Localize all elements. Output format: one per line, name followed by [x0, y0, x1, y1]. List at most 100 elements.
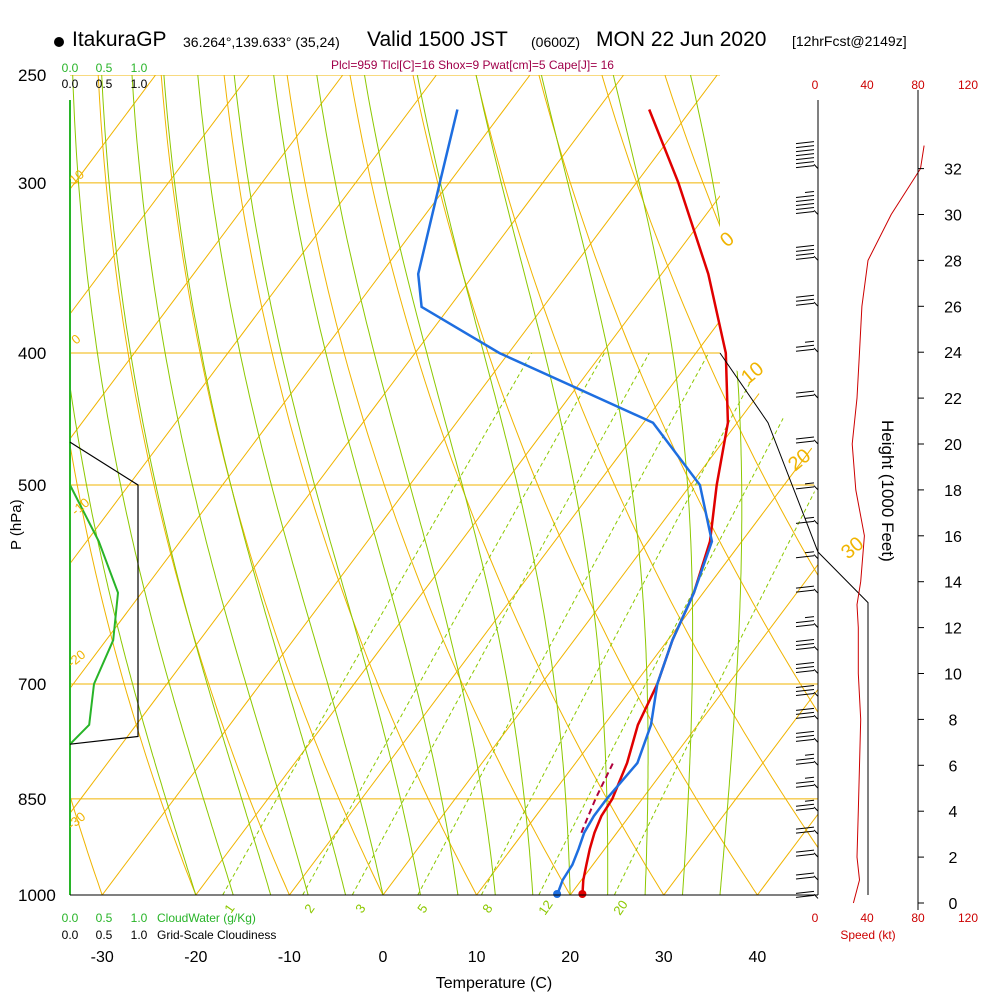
wind-barb-staff	[813, 255, 819, 261]
moist-adiabat-line	[360, 75, 534, 895]
wind-barb-flag	[795, 784, 815, 788]
wind-barb-flag	[795, 662, 815, 665]
wind-barb-flag	[795, 670, 815, 673]
height-tick-label: 22	[944, 391, 962, 408]
wind-barb	[795, 753, 819, 766]
cloud-water-tick-bottom: 1.0	[131, 911, 148, 925]
wind-barb-flag	[795, 153, 815, 157]
speed-tick-top: 80	[911, 78, 925, 92]
valid-date: MON 22 Jun 2020	[596, 28, 767, 51]
height-tick-label: 12	[944, 621, 962, 638]
wind-barb-flag	[795, 394, 815, 398]
mixing-ratio-line	[538, 352, 818, 895]
mixing-ratio-line	[417, 352, 710, 895]
wind-barb-flag	[795, 730, 815, 734]
station-marker-icon	[54, 37, 64, 47]
wind-barb	[795, 191, 819, 215]
wind-barb-staff	[813, 875, 819, 881]
speed-tick-top: 120	[958, 78, 978, 92]
wind-barb-staff	[813, 588, 819, 594]
mixing-ratio-label: 3	[352, 901, 368, 916]
cloudiness-line	[69, 441, 139, 745]
wind-barb-flag	[795, 711, 815, 715]
cloudiness-tick-bottom: 1.0	[131, 928, 148, 942]
wind-barb-flag	[795, 830, 815, 834]
height-tick-label: 8	[949, 712, 958, 729]
wind-barb-flag	[795, 707, 815, 711]
temperature-profile	[581, 109, 730, 896]
plot-area	[0, 51, 1000, 895]
pressure-tick-label: 500	[18, 476, 46, 495]
wind-barb-flag	[795, 620, 815, 624]
isotherm-line	[70, 75, 531, 895]
wind-barb-flag	[795, 344, 815, 348]
dry-adiabat-line	[70, 75, 197, 895]
surface-temperature-marker	[578, 890, 587, 898]
wind-barb-flag	[795, 195, 815, 198]
mixing-ratio-line	[222, 352, 533, 895]
cloud-water-tick-bottom: 0.0	[62, 911, 79, 925]
wind-barb	[795, 849, 819, 858]
wind-barb-staff	[813, 623, 819, 628]
height-tick-label: 24	[944, 345, 962, 362]
speed-axis-label: Speed (kt)	[840, 928, 895, 942]
wind-barb-flag	[795, 165, 815, 169]
wind-barb-staff	[813, 893, 819, 899]
wind-barb-flag	[795, 826, 815, 830]
cloud-water-tick-bottom: 0.5	[96, 911, 113, 925]
mixing-ratio-label: 2	[301, 901, 317, 916]
wind-barb-flag	[795, 780, 815, 784]
wind-barb-flag	[795, 157, 815, 161]
wind-barb-flag	[795, 692, 815, 696]
wind-barb-flag	[795, 684, 815, 688]
isotherm-line	[851, 75, 1000, 895]
wind-barb	[795, 639, 819, 651]
surface-dewpoint-marker	[553, 890, 562, 898]
wind-barb-flag	[795, 555, 815, 559]
wind-barb-flag	[795, 807, 815, 811]
height-tick-label: 28	[944, 253, 962, 270]
dry-adiabat-line	[0, 51, 9, 895]
wind-barb	[795, 707, 819, 720]
wind-barb-flag	[795, 761, 815, 765]
wind-panel-outline	[817, 551, 869, 895]
wind-barb-flag	[795, 890, 815, 894]
dewpoint-profile	[416, 109, 714, 896]
wind-barb-half-flag	[804, 482, 815, 485]
mixing-ratio-label: 12	[535, 897, 556, 917]
mixing-ratio-line	[613, 352, 818, 895]
station-coords: 36.264°,139.633° (35,24)	[183, 34, 340, 50]
pressure-tick-label: 300	[18, 174, 46, 193]
isotherm-line	[70, 75, 437, 895]
cloudiness-tick-top: 0.5	[96, 77, 113, 91]
height-tick-label: 26	[944, 299, 962, 316]
wind-barb-flag	[795, 647, 815, 651]
wind-barb-flag	[795, 211, 815, 214]
wind-barb-half-flag	[804, 616, 815, 619]
wind-barb-flag	[795, 252, 815, 256]
speed-tick-bottom: 40	[860, 911, 874, 925]
height-tick-label: 6	[949, 758, 958, 775]
wind-barb-flag	[795, 207, 815, 210]
wind-barb-staff	[813, 691, 819, 697]
speed-tick-bottom: 80	[911, 911, 925, 925]
wind-barb-flag	[795, 145, 815, 149]
moist-adiabat-line	[412, 75, 571, 895]
moist-adiabat-line	[535, 75, 649, 895]
wind-barb-staff	[813, 301, 819, 307]
moist-adiabat-line	[684, 75, 743, 895]
wind-barb-staff	[813, 829, 819, 835]
mixing-ratio-label: 5	[414, 901, 430, 916]
wind-barb-flag	[795, 203, 815, 206]
temperature-tick-label: 10	[468, 949, 486, 966]
dry-adiabat-label: -30	[64, 809, 88, 833]
wind-barb-flag	[795, 734, 815, 738]
cloud-water-line	[69, 484, 120, 745]
wind-barb-flag	[795, 589, 815, 593]
moist-adiabat-line	[470, 75, 609, 895]
dry-adiabat-line	[96, 75, 290, 895]
wind-barb-staff	[813, 852, 819, 858]
moist-adiabat-line	[607, 75, 694, 895]
dry-adiabat-label: -20	[64, 647, 88, 671]
mixing-ratio-line	[302, 352, 605, 895]
